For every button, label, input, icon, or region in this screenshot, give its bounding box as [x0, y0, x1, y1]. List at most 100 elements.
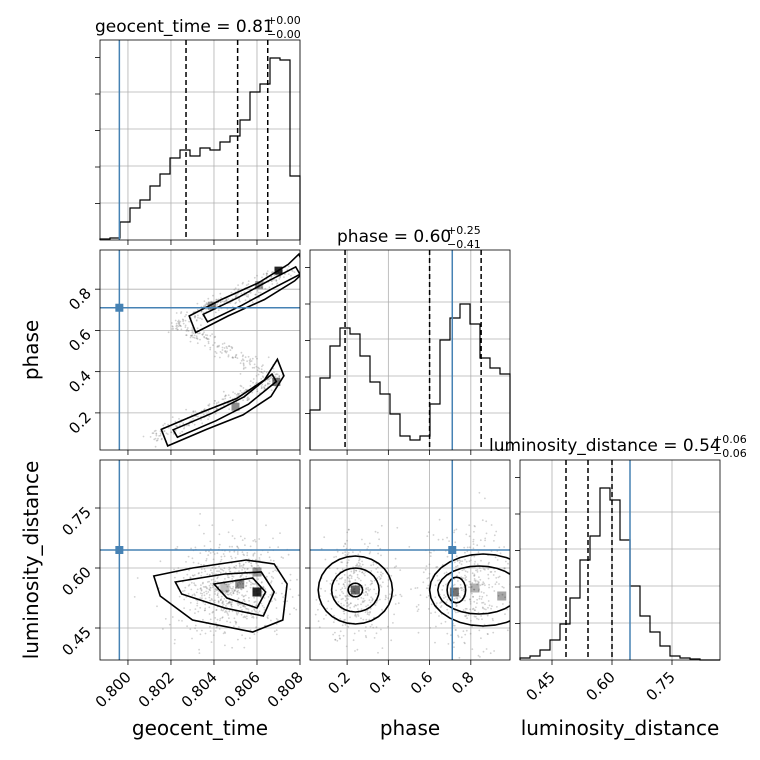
sample-point — [287, 553, 290, 556]
sample-point — [216, 618, 219, 621]
sample-point — [194, 594, 196, 597]
sample-point — [195, 591, 198, 594]
sample-point — [218, 533, 221, 536]
sample-point — [460, 576, 463, 578]
sample-point — [468, 524, 471, 527]
sample-point — [216, 552, 219, 555]
sample-point — [268, 556, 271, 559]
sample-point — [348, 580, 350, 583]
sample-point — [240, 575, 243, 578]
sample-point — [248, 362, 251, 364]
sample-point — [233, 617, 236, 620]
sample-point — [341, 624, 344, 627]
sample-point — [473, 588, 476, 591]
title-luminosity-distance-label: luminosity_distance = 0.54 — [489, 436, 721, 456]
sample-point — [227, 602, 230, 605]
sample-point — [232, 357, 235, 359]
sample-point — [262, 376, 265, 379]
sample-point — [504, 560, 507, 563]
sample-point — [453, 531, 455, 534]
sample-point — [270, 575, 273, 578]
sample-point — [233, 566, 236, 569]
sample-point — [224, 300, 227, 303]
sample-point — [226, 300, 229, 302]
sample-point — [506, 608, 509, 611]
sample-point — [217, 401, 220, 404]
sample-point — [473, 563, 476, 565]
sample-point — [355, 615, 358, 618]
sample-point — [215, 298, 218, 301]
sample-point — [238, 298, 241, 300]
sample-point — [241, 391, 243, 394]
density-cell — [231, 402, 240, 411]
sample-point — [361, 538, 363, 541]
sample-point — [254, 600, 257, 603]
sample-point — [349, 616, 351, 619]
sample-point — [202, 413, 205, 416]
sample-point — [207, 554, 210, 556]
sample-point — [347, 598, 349, 600]
sample-point — [493, 590, 496, 592]
sample-point — [151, 432, 154, 435]
sample-point — [461, 560, 464, 563]
sample-point — [504, 596, 506, 599]
sample-point — [460, 586, 463, 589]
sample-point — [471, 608, 474, 611]
sample-point — [254, 558, 257, 561]
contour-line — [212, 577, 267, 609]
sample-point — [230, 587, 233, 590]
sample-point — [265, 575, 268, 578]
sample-point — [224, 395, 226, 398]
sample-point — [475, 615, 477, 618]
sample-point — [220, 608, 223, 610]
sample-point — [197, 415, 199, 418]
sample-point — [226, 612, 229, 615]
sample-point — [214, 617, 217, 619]
sample-point — [185, 424, 188, 427]
sample-point — [396, 526, 399, 529]
sample-point — [491, 586, 494, 588]
sample-point — [212, 558, 215, 561]
sample-point — [232, 592, 235, 595]
sample-point — [216, 298, 218, 301]
sample-point — [229, 302, 232, 304]
sample-point — [457, 634, 459, 637]
sample-point — [205, 590, 208, 593]
sample-point — [221, 343, 224, 345]
sample-point — [289, 573, 292, 576]
sample-point — [203, 568, 206, 570]
sample-point — [470, 619, 472, 622]
sample-point — [246, 568, 249, 570]
sample-point — [260, 602, 263, 605]
sample-point — [235, 353, 238, 356]
sample-point — [480, 637, 482, 640]
sample-point — [270, 280, 273, 282]
sample-point — [187, 592, 190, 595]
sample-point — [196, 602, 199, 605]
sample-point — [201, 594, 203, 597]
sample-point — [375, 592, 377, 595]
sample-point — [262, 372, 264, 374]
sample-point — [253, 583, 256, 585]
sample-point — [226, 347, 229, 350]
sample-point — [241, 569, 244, 571]
sample-point — [250, 581, 252, 584]
hist-steps — [519, 487, 720, 661]
sample-point — [251, 301, 254, 304]
sample-point — [425, 596, 428, 599]
sample-point — [339, 594, 341, 597]
sample-point — [251, 565, 253, 568]
sample-point — [176, 546, 179, 548]
sample-point — [241, 594, 244, 597]
sample-point — [133, 596, 136, 598]
sample-point — [174, 429, 177, 432]
sample-point — [445, 571, 448, 574]
sample-point — [366, 594, 369, 596]
sample-point — [193, 582, 196, 585]
sample-point — [191, 637, 193, 640]
sample-point — [354, 614, 356, 617]
sample-point — [484, 584, 486, 587]
sample-point — [246, 360, 249, 363]
sample-point — [239, 535, 242, 538]
sample-point — [222, 600, 224, 603]
